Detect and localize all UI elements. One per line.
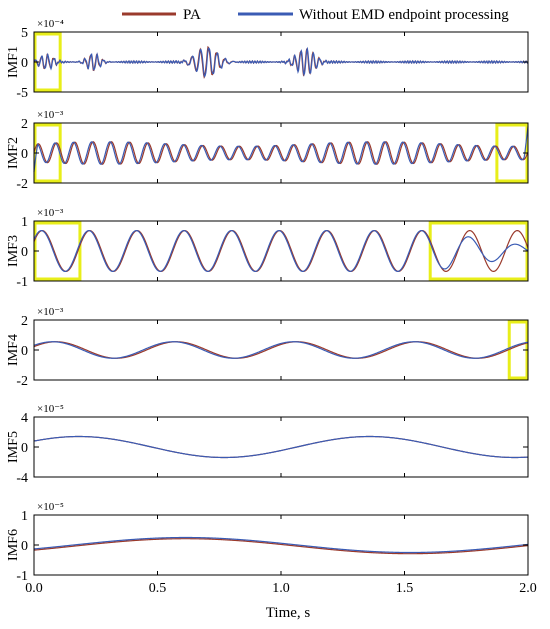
y-tick-label: 0 (21, 147, 28, 162)
x-tick-label: 0.5 (149, 581, 167, 596)
y-exponent-label: ×10⁻³ (37, 306, 64, 318)
series-without-emd-line (33, 341, 529, 359)
series-without-emd-line (33, 46, 529, 78)
y-axis-label: IMF1 (6, 46, 21, 78)
y-axis-label: IMF3 (6, 235, 21, 267)
y-tick-label: 1 (21, 509, 28, 524)
legend: PA Without EMD endpoint processing (122, 7, 509, 23)
panel-imf2: 2 0 -2 ×10⁻³ IMF2 (6, 109, 529, 192)
panel-imf3: 1 0 -1 ×10⁻³ IMF3 (6, 207, 529, 290)
panel-imf6: 1 0 -1 ×10⁻⁵ IMF6 (6, 501, 529, 584)
panel-frame (33, 416, 529, 478)
highlight-box (33, 221, 82, 281)
highlight-box (495, 123, 529, 183)
series-pa-line (33, 229, 529, 273)
y-exponent-label: ×10⁻³ (37, 207, 64, 219)
panel-imf1: 5 0 -5 ×10⁻⁴ IMF1 (6, 18, 529, 101)
y-tick-label: 1 (21, 215, 28, 230)
series-without-emd-line (33, 229, 529, 273)
series-pa-line (33, 435, 529, 459)
series-pa-line (33, 141, 529, 165)
series-without-emd-line (33, 536, 529, 554)
y-tick-label: 0 (21, 344, 28, 359)
y-tick-label: -2 (16, 177, 28, 192)
y-tick-label: -1 (16, 275, 28, 290)
panel-frame (33, 220, 529, 282)
series-without-emd-line (33, 435, 529, 459)
y-exponent-label: ×10⁻⁵ (37, 501, 64, 513)
series-pa-line (33, 341, 529, 359)
y-tick-label: -2 (16, 374, 28, 389)
y-tick-label: 0 (21, 539, 28, 554)
legend-without-label: Without EMD endpoint processing (299, 7, 509, 23)
x-axis: 0.0 0.5 1.0 1.5 2.0 (25, 581, 537, 596)
series-without-emd-line (33, 126, 529, 172)
y-axis-label: IMF4 (6, 334, 21, 366)
y-tick-label: 4 (21, 411, 28, 426)
x-tick-label: 0.0 (25, 581, 43, 596)
y-exponent-label: ×10⁻³ (37, 109, 64, 121)
y-exponent-label: ×10⁻⁴ (37, 18, 64, 30)
x-tick-label: 1.5 (396, 581, 414, 596)
x-axis-label: Time, s (266, 605, 311, 621)
y-tick-label: 0 (21, 441, 28, 456)
y-tick-label: 0 (21, 56, 28, 71)
x-tick-label: 1.0 (272, 581, 290, 596)
y-tick-label: 5 (21, 26, 28, 41)
panel-frame (33, 319, 529, 381)
y-tick-label: 2 (21, 117, 28, 132)
imf-panels: 5 0 -5 ×10⁻⁴ IMF1 2 0 -2 ×10⁻³ IMF2 1 0 -1 ×10⁻³ IMF3 2… (6, 18, 529, 584)
y-tick-label: 0 (21, 245, 28, 260)
y-tick-label: -4 (16, 471, 28, 486)
panel-imf4: 2 0 -2 ×10⁻³ IMF4 (6, 306, 529, 389)
panel-imf5: 4 0 -4 ×10⁻⁵ IMF5 (6, 403, 529, 486)
y-axis-label: IMF5 (6, 431, 21, 463)
series-pa-line (33, 538, 529, 555)
y-axis-label: IMF2 (6, 137, 21, 169)
y-tick-label: 2 (21, 314, 28, 329)
y-axis-label: IMF6 (6, 529, 21, 561)
y-exponent-label: ×10⁻⁵ (37, 403, 64, 415)
x-tick-label: 2.0 (519, 581, 537, 596)
y-tick-label: -1 (16, 569, 28, 584)
y-tick-label: -5 (16, 86, 28, 101)
legend-pa-label: PA (183, 7, 201, 23)
